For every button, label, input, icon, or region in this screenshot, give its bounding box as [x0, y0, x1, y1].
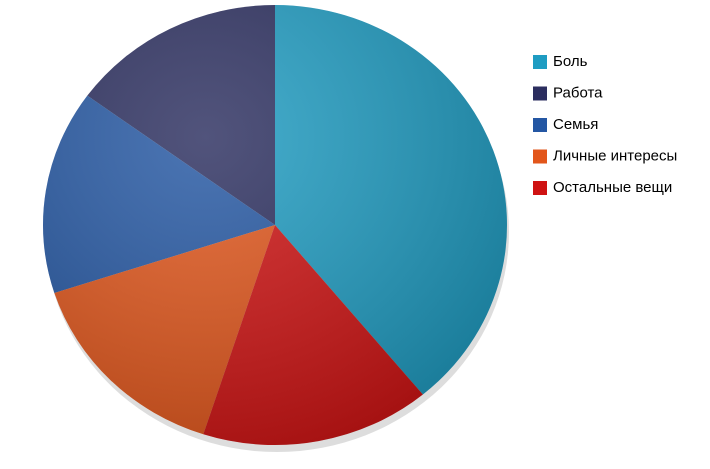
legend-label: Остальные вещи [553, 179, 672, 196]
legend-label: Семья [553, 116, 598, 133]
legend-label: Боль [553, 53, 588, 70]
legend-swatch [533, 86, 547, 101]
legend: Боль Работа Семья Личные интересы Остальные … [533, 53, 677, 196]
legend-swatch [533, 181, 547, 195]
legend-swatch [533, 118, 547, 132]
legend-label: Работа [553, 84, 603, 101]
legend-swatch [533, 55, 547, 69]
legend-label: Личные интересы [553, 147, 677, 164]
legend-swatch [533, 149, 547, 164]
pie [42, 5, 507, 445]
